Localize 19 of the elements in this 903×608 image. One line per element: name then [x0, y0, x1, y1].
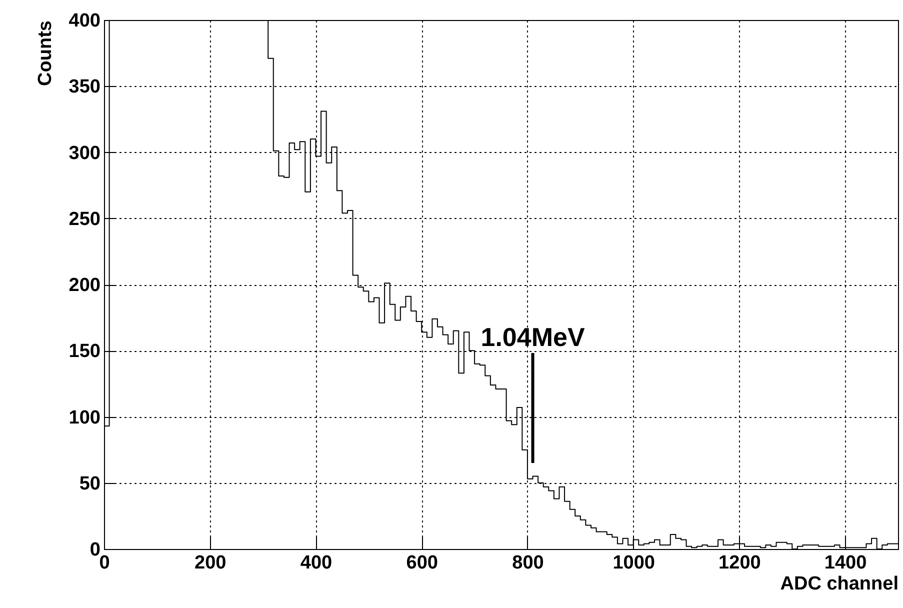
x-tick-label: 1400 — [824, 552, 867, 574]
y-tick-label: 300 — [68, 142, 100, 164]
x-tick-label: 400 — [300, 552, 332, 574]
y-tick-label: 250 — [68, 208, 100, 230]
x-tick-label: 1000 — [612, 552, 655, 574]
y-tick-label: 0 — [90, 540, 100, 560]
y-tick-label: 100 — [68, 407, 100, 428]
x-axis-title: ADC channel — [780, 574, 898, 594]
x-tick-label: 600 — [406, 552, 438, 574]
y-tick-label: 200 — [68, 275, 100, 296]
y-axis-title: Counts — [34, 20, 56, 86]
y-tick-label: 50 — [79, 473, 100, 494]
x-tick-label: 1200 — [718, 552, 761, 574]
x-tick-label: 800 — [512, 552, 544, 574]
x-tick-label: 200 — [194, 552, 226, 574]
y-tick-label: 150 — [68, 341, 100, 362]
y-tick-label: 350 — [68, 76, 100, 98]
ref-line-label: 1.04MeV — [480, 322, 586, 352]
y-tick-label: 400 — [68, 10, 100, 32]
